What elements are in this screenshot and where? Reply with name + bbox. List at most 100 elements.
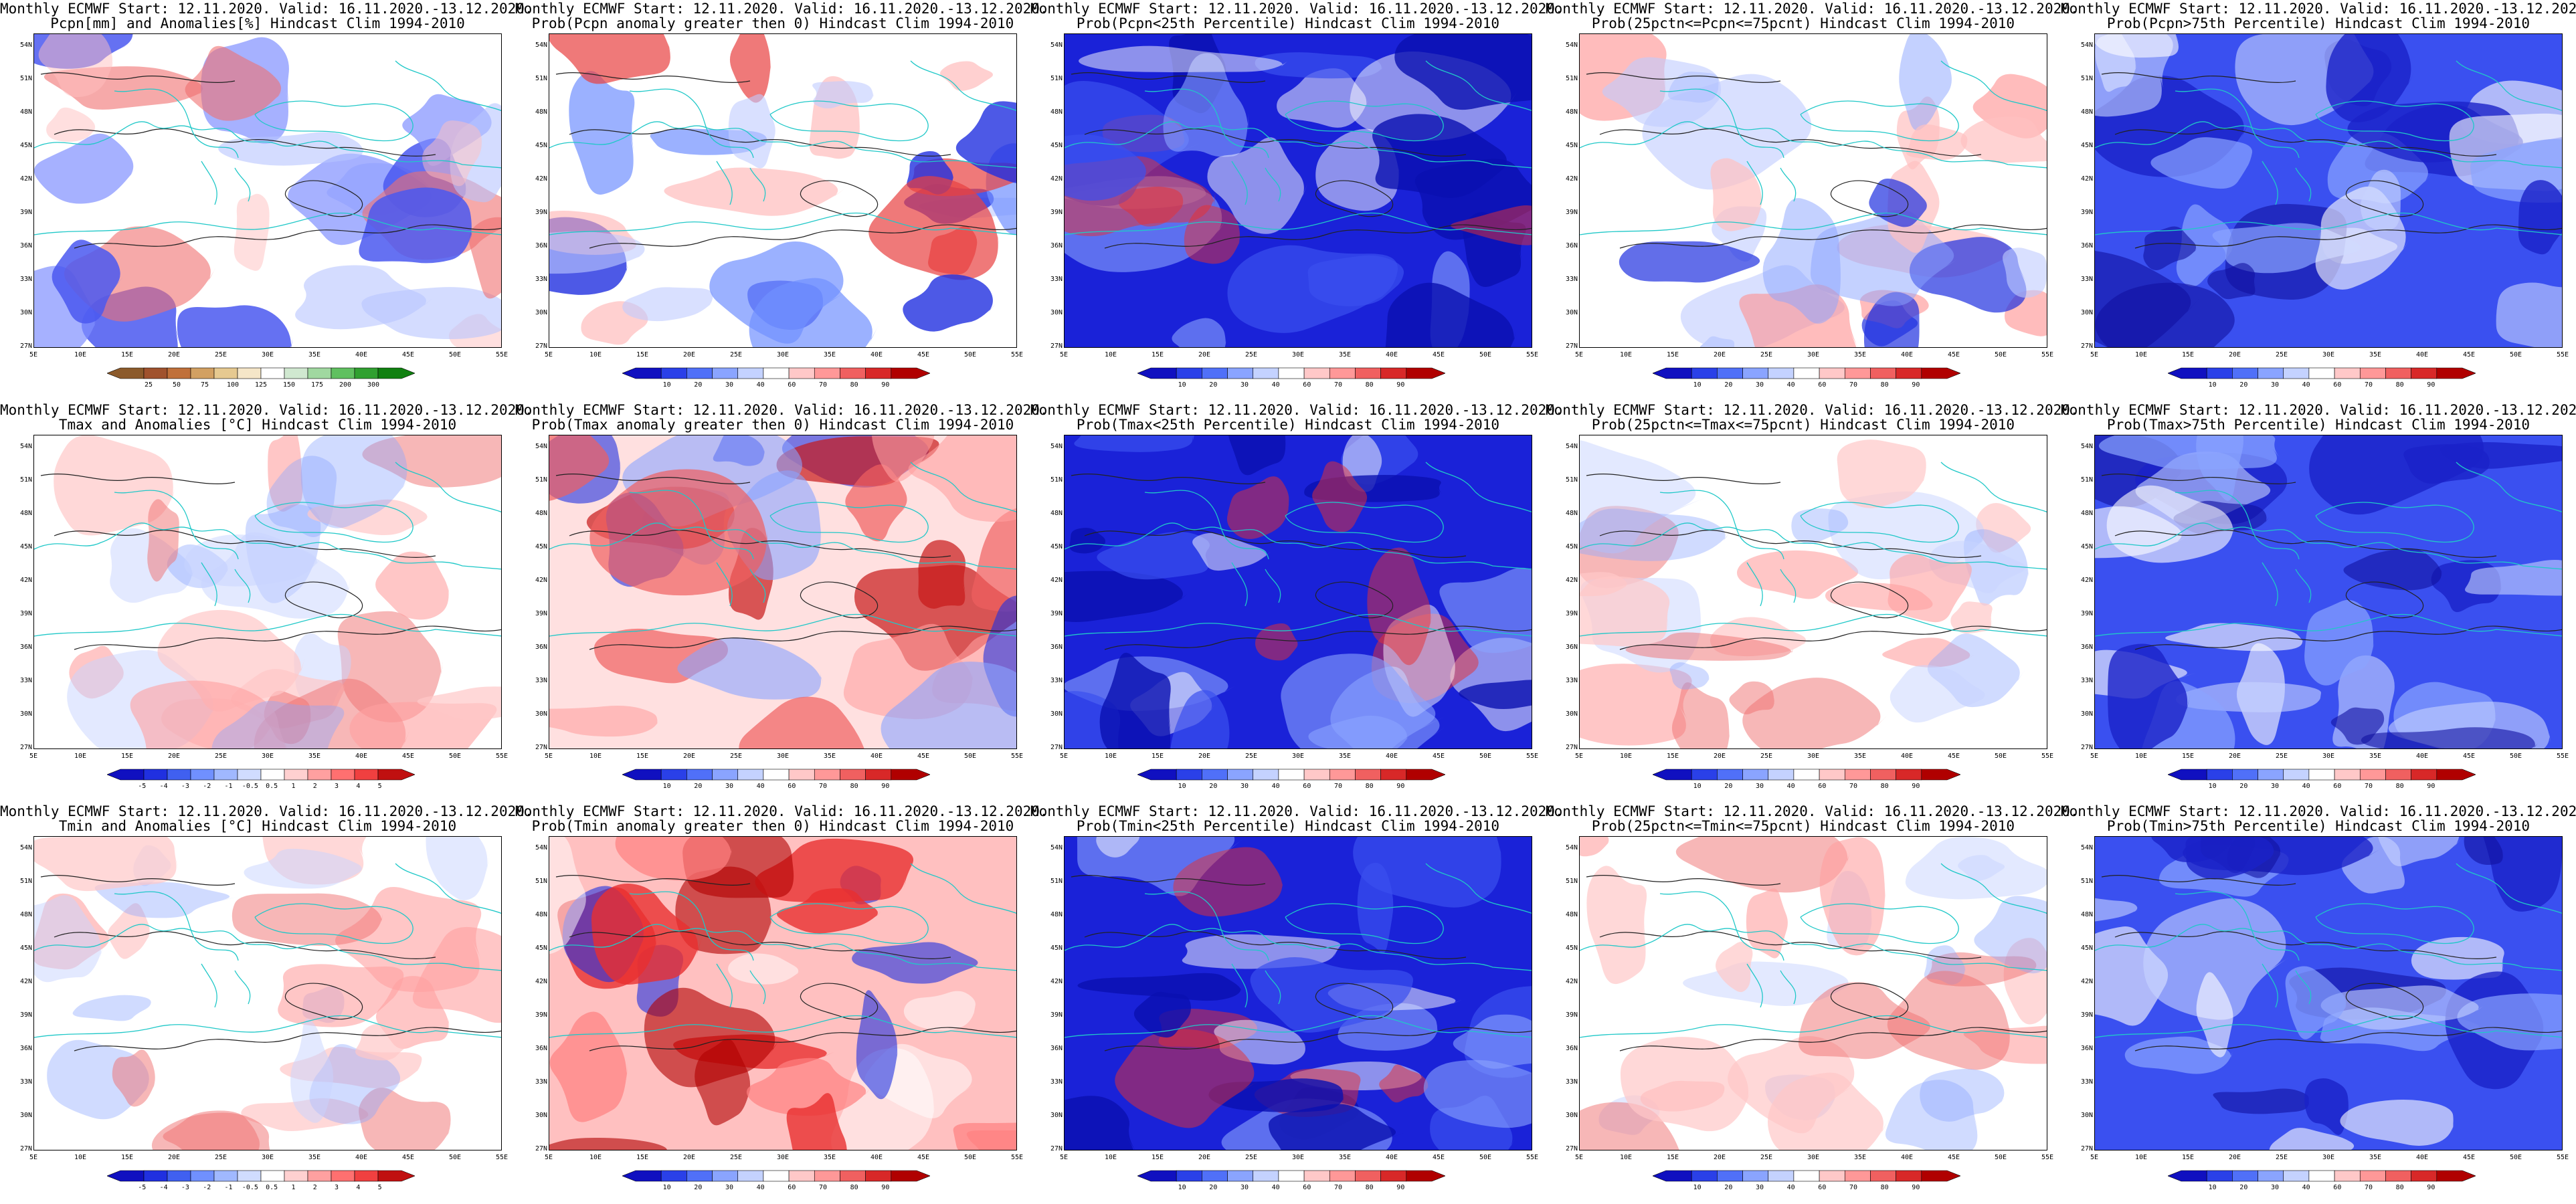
map-plot-area — [33, 836, 502, 1150]
colorbar-swatch — [712, 1170, 739, 1182]
coastline — [769, 502, 929, 543]
colorbar-label: 20 — [2239, 381, 2248, 389]
latitude-tick-label: 42N — [2080, 577, 2093, 584]
colorbar-swatch — [1137, 367, 1177, 379]
colorbar-label: 80 — [850, 783, 858, 790]
colorbar-label: 80 — [1365, 1184, 1374, 1191]
colorbar-label: 40 — [1786, 381, 1795, 389]
colorbar-swatch — [1819, 367, 1845, 379]
contour-line — [1586, 875, 1781, 886]
colorbar-label: 10 — [1693, 783, 1701, 790]
field-shading — [1888, 553, 1972, 623]
contour-line — [1599, 128, 1982, 157]
colorbar-label: 20 — [2239, 783, 2248, 790]
colorbar-label: 70 — [1333, 783, 1343, 790]
coastline — [1065, 613, 1532, 637]
colorbar-swatches — [622, 367, 931, 379]
latitude-tick-label: 36N — [535, 1045, 547, 1052]
field-shading — [2361, 727, 2539, 748]
contour-line — [800, 983, 879, 1020]
field-shading — [1115, 1029, 1261, 1128]
colorbar-label: 10 — [1178, 783, 1186, 790]
colorbar-swatch — [106, 1170, 145, 1182]
field-shading — [1837, 439, 1927, 508]
colorbar-label: 30 — [2270, 1184, 2280, 1191]
panel-title-line2: Prob(Pcpn<25th Percentile) Hindcast Clim… — [1076, 15, 1500, 31]
latitude-tick-label: 36N — [1050, 643, 1063, 651]
colorbar-swatch — [190, 769, 215, 781]
colorbar-label: 10 — [2208, 783, 2217, 790]
field-shading — [1885, 1080, 1979, 1150]
field-shading — [903, 274, 996, 332]
longitude-tick-label: 50E — [2509, 1154, 2522, 1161]
colorbar-label: 10 — [1178, 381, 1186, 389]
latitude-tick-label: 36N — [2080, 242, 2093, 249]
colorbar-label: 10 — [1693, 1184, 1701, 1191]
map-panel: Monthly ECMWF Start: 12.11.2020. Valid: … — [515, 401, 1048, 803]
colorbar-swatch — [1870, 769, 1896, 781]
colorbar-swatch — [2167, 1170, 2207, 1182]
longitude-tick-label: 45E — [1947, 752, 1960, 760]
colorbar-swatch — [840, 1170, 866, 1182]
colorbar-label: -0.5 — [242, 783, 258, 790]
colorbar — [1137, 768, 1446, 781]
colorbar-swatch — [2206, 367, 2233, 379]
colorbar-swatch — [1406, 367, 1446, 379]
latitude-tick-label: 30N — [1050, 710, 1063, 718]
field-shading — [1097, 531, 1210, 580]
colorbar-swatch — [307, 1170, 332, 1182]
colorbar-label: 60 — [788, 381, 796, 389]
coastline — [254, 100, 413, 142]
longitude-tick-label: 45E — [1432, 1154, 1445, 1161]
field-shading — [112, 1049, 157, 1107]
colorbar — [1652, 768, 1961, 781]
colorbar-label: 40 — [1271, 381, 1280, 389]
latitude-tick-label: 30N — [535, 1112, 547, 1119]
colorbar-label: 30 — [1755, 783, 1764, 790]
latitude-tick-label: 51N — [1565, 878, 1578, 885]
colorbar-swatch — [1921, 1170, 1961, 1182]
latitude-tick-label: 30N — [19, 309, 32, 316]
field-shading — [2518, 180, 2562, 255]
colorbar-label: 60 — [1303, 1184, 1311, 1191]
colorbar-label: 20 — [2239, 1184, 2248, 1191]
latitude-tick-label: 48N — [535, 108, 547, 116]
contour-line — [2134, 224, 2562, 249]
field-shading — [1353, 837, 1503, 908]
colorbar-swatches — [106, 1170, 416, 1182]
contour-line — [1830, 983, 1909, 1020]
colorbar-label: 40 — [2302, 1184, 2310, 1191]
contour-line — [1619, 625, 2047, 650]
colorbar-swatch — [2411, 769, 2437, 781]
panel-title-line2: Prob(25pctn<=Tmin<=75pcnt) Hindcast Clim… — [1591, 818, 2015, 834]
field-shading — [2143, 226, 2199, 270]
coastline — [2456, 60, 2562, 112]
latitude-tick-label: 45N — [535, 543, 547, 550]
coastline — [1746, 562, 1797, 607]
longitude-tick-label: 30E — [1807, 752, 1820, 760]
panel-title-line1: Monthly ECMWF Start: 12.11.2020. Valid: … — [0, 1, 533, 17]
contour-line — [555, 474, 751, 484]
field-shading — [1887, 971, 2011, 1070]
latitude-tick-label: 30N — [1565, 309, 1578, 316]
longitude-tick-label: 10E — [1104, 1154, 1117, 1161]
latitude-tick-label: 45N — [2080, 142, 2093, 149]
latitude-tick-label: 51N — [2080, 75, 2093, 82]
colorbar-label: 70 — [2364, 381, 2373, 389]
colorbar-swatch — [1844, 769, 1871, 781]
panel-title-line2: Prob(Pcpn anomaly greater then 0) Hindca… — [531, 15, 1014, 31]
colorbar — [622, 1169, 931, 1183]
colorbar-swatch — [2359, 769, 2386, 781]
colorbar-swatch — [354, 1170, 379, 1182]
colorbar-swatch — [1329, 367, 1356, 379]
colorbar-label: 10 — [662, 381, 671, 389]
coastline — [34, 121, 501, 169]
colorbar-swatch — [2334, 769, 2361, 781]
longitude-tick-label: 15E — [1151, 351, 1164, 359]
coastline — [1231, 963, 1281, 1008]
colorbar-swatch — [331, 769, 355, 781]
panel-title-line1: Monthly ECMWF Start: 12.11.2020. Valid: … — [1546, 402, 2079, 418]
coastline — [910, 60, 1016, 112]
field-shading — [1869, 178, 1930, 227]
latitude-tick-label: 51N — [2080, 476, 2093, 484]
